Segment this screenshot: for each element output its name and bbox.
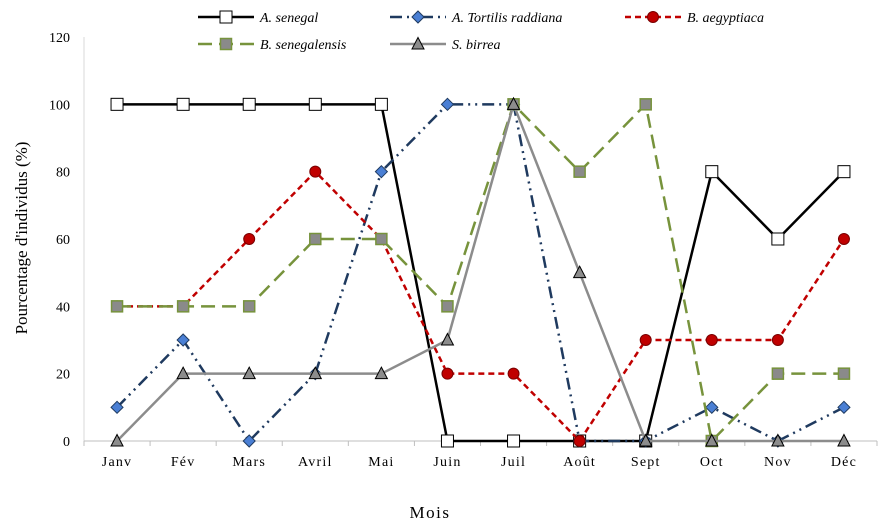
data-point xyxy=(374,97,388,111)
data-point xyxy=(308,97,322,111)
legend: A. senegal A. Tortilis raddiana B. aegypti… xyxy=(198,10,764,53)
series-1 xyxy=(110,97,851,448)
y-tick-label: 80 xyxy=(56,166,70,181)
x-tick-label: Mars xyxy=(232,455,266,470)
y-tick-label: 100 xyxy=(49,98,70,113)
legend-marker xyxy=(647,11,659,23)
data-point xyxy=(242,300,256,313)
data-point xyxy=(837,433,851,447)
data-point xyxy=(110,433,124,447)
x-tick-label: Fév xyxy=(171,455,196,470)
data-point xyxy=(441,367,454,380)
y-tick-label: 120 xyxy=(49,31,70,46)
legend-entry: B. senegalensis xyxy=(198,37,347,53)
series-5 xyxy=(110,96,851,447)
data-point xyxy=(242,97,256,111)
data-point xyxy=(176,97,190,111)
legend-label: B. senegalensis xyxy=(260,38,347,53)
legend-label: A. senegal xyxy=(259,11,318,26)
x-tick-label: Avril xyxy=(298,455,333,470)
data-point xyxy=(441,300,454,313)
y-tick-label: 60 xyxy=(56,233,70,248)
legend-label: S. birrea xyxy=(452,38,500,53)
data-point xyxy=(176,333,190,347)
data-point xyxy=(440,434,454,448)
legend-marker xyxy=(411,36,425,50)
x-axis-title: Mois xyxy=(410,503,451,522)
data-point xyxy=(771,334,784,346)
x-tick-label: Oct xyxy=(700,455,724,470)
data-point xyxy=(837,400,851,415)
data-point xyxy=(573,165,586,178)
x-tick-label: Sept xyxy=(631,455,661,470)
series-line xyxy=(117,103,844,443)
data-point xyxy=(705,400,719,415)
data-point xyxy=(176,366,190,380)
data-point xyxy=(308,366,323,380)
series-4 xyxy=(110,98,851,448)
x-tick-label: Nov xyxy=(764,455,792,470)
y-axis-title: Pourcentage d'individus (%) xyxy=(12,142,31,335)
data-point xyxy=(705,165,719,179)
legend-entry: A. Tortilis raddiana xyxy=(390,10,562,26)
x-tick-label: Déc xyxy=(831,455,857,470)
data-point xyxy=(176,300,190,313)
series-line xyxy=(116,103,845,443)
data-point xyxy=(440,97,455,112)
data-point xyxy=(572,265,587,279)
data-point xyxy=(573,435,586,447)
series-line xyxy=(117,170,846,443)
legend-marker xyxy=(219,10,233,24)
data-point xyxy=(704,433,719,447)
legend-entry: B. aegyptiaca xyxy=(625,11,764,26)
data-point xyxy=(375,232,388,246)
data-point xyxy=(638,433,653,447)
data-point xyxy=(507,434,521,448)
data-point xyxy=(374,366,389,380)
data-point xyxy=(771,232,785,246)
data-point xyxy=(771,433,785,447)
data-point xyxy=(110,97,124,111)
legend-entry: A. senegal xyxy=(198,10,318,26)
data-point xyxy=(309,165,322,178)
data-point xyxy=(110,300,124,313)
data-point xyxy=(771,367,785,380)
x-tick-label: Mai xyxy=(368,455,394,470)
axes: 0 20 40 60 80 100 120 Janv Fév Mars Avril Mai Juin Ju… xyxy=(49,31,878,470)
data-point xyxy=(837,165,851,179)
series-layer xyxy=(110,96,851,448)
legend-entry: S. birrea xyxy=(390,36,500,53)
x-tick-label: Juin xyxy=(433,455,461,470)
data-point xyxy=(506,96,521,110)
x-tick-label: Janv xyxy=(102,455,132,470)
data-point xyxy=(837,233,850,245)
data-point xyxy=(374,164,389,179)
x-tick-label: Août xyxy=(563,455,596,470)
data-point xyxy=(639,98,652,111)
data-point xyxy=(507,367,520,380)
x-tick-label: Juil xyxy=(501,455,526,470)
data-point xyxy=(440,332,455,346)
data-point xyxy=(242,366,257,380)
data-point xyxy=(243,233,256,245)
legend-label: B. aegyptiaca xyxy=(687,11,764,26)
y-tick-label: 0 xyxy=(63,435,70,450)
data-point xyxy=(639,334,652,346)
data-point xyxy=(837,367,851,380)
y-tick-label: 40 xyxy=(56,300,70,315)
data-point xyxy=(705,334,718,346)
legend-marker xyxy=(411,10,425,24)
legend-marker xyxy=(219,37,233,51)
data-point xyxy=(242,434,256,448)
legend-label: A. Tortilis raddiana xyxy=(451,11,562,26)
series-line xyxy=(117,103,845,443)
series-2 xyxy=(110,97,851,448)
data-point xyxy=(110,400,124,415)
data-point xyxy=(309,232,322,246)
y-tick-label: 20 xyxy=(56,368,70,383)
series-line xyxy=(116,103,844,443)
